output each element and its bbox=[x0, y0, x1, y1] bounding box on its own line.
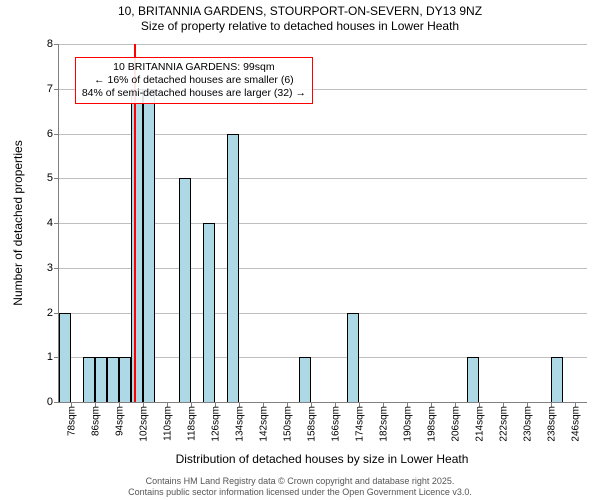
bar bbox=[83, 357, 95, 402]
y-axis-label: Number of detached properties bbox=[11, 140, 25, 305]
annotation-line3: 84% of semi-detached houses are larger (… bbox=[82, 87, 306, 100]
xtick-label: 238sqm bbox=[545, 406, 558, 442]
ytick-label: 6 bbox=[47, 128, 59, 140]
xtick-label: 86sqm bbox=[89, 406, 102, 436]
xtick-label: 174sqm bbox=[353, 406, 366, 442]
xtick-label: 134sqm bbox=[233, 406, 246, 442]
xtick-label: 246sqm bbox=[569, 406, 582, 442]
bar bbox=[131, 89, 143, 402]
ytick-label: 3 bbox=[47, 262, 59, 274]
plot-area: 01234567878sqm86sqm94sqm102sqm110sqm118s… bbox=[58, 44, 587, 403]
xtick-label: 158sqm bbox=[305, 406, 318, 442]
bar bbox=[203, 223, 215, 402]
ytick-label: 0 bbox=[47, 396, 59, 408]
ytick-label: 7 bbox=[47, 83, 59, 95]
title-line1: 10, BRITANNIA GARDENS, STOURPORT-ON-SEVE… bbox=[0, 4, 600, 19]
attribution-line2: Contains public sector information licen… bbox=[0, 487, 600, 498]
bar bbox=[299, 357, 311, 402]
attribution: Contains HM Land Registry data © Crown c… bbox=[0, 476, 600, 499]
xtick-label: 142sqm bbox=[257, 406, 270, 442]
gridline bbox=[59, 44, 587, 45]
ytick-label: 8 bbox=[47, 38, 59, 50]
xtick-label: 206sqm bbox=[449, 406, 462, 442]
attribution-line1: Contains HM Land Registry data © Crown c… bbox=[0, 476, 600, 487]
annotation-line1: 10 BRITANNIA GARDENS: 99sqm bbox=[82, 61, 306, 74]
xtick-label: 166sqm bbox=[329, 406, 342, 442]
bar bbox=[119, 357, 131, 402]
bar bbox=[143, 89, 155, 402]
xtick-label: 110sqm bbox=[161, 406, 174, 441]
ytick-label: 2 bbox=[47, 307, 59, 319]
figure: 10, BRITANNIA GARDENS, STOURPORT-ON-SEVE… bbox=[0, 0, 600, 500]
bar bbox=[467, 357, 479, 402]
xtick-label: 214sqm bbox=[473, 406, 486, 442]
title-line2: Size of property relative to detached ho… bbox=[0, 19, 600, 34]
xtick-label: 222sqm bbox=[497, 406, 510, 442]
ytick-label: 1 bbox=[47, 351, 59, 363]
bar bbox=[107, 357, 119, 402]
gridline bbox=[59, 402, 587, 403]
xtick-label: 126sqm bbox=[209, 406, 222, 442]
xtick-label: 182sqm bbox=[377, 406, 390, 442]
xtick-label: 150sqm bbox=[281, 406, 294, 442]
xtick-label: 78sqm bbox=[65, 406, 78, 436]
ytick-label: 5 bbox=[47, 172, 59, 184]
chart-title: 10, BRITANNIA GARDENS, STOURPORT-ON-SEVE… bbox=[0, 4, 600, 34]
bar bbox=[347, 313, 359, 403]
x-axis-label: Distribution of detached houses by size … bbox=[176, 452, 469, 466]
xtick-label: 118sqm bbox=[185, 406, 198, 441]
xtick-label: 198sqm bbox=[425, 406, 438, 442]
xtick-label: 230sqm bbox=[521, 406, 534, 442]
bar bbox=[95, 357, 107, 402]
ytick-label: 4 bbox=[47, 217, 59, 229]
annotation-box: 10 BRITANNIA GARDENS: 99sqm← 16% of deta… bbox=[75, 57, 313, 104]
bar bbox=[227, 134, 239, 403]
xtick-label: 190sqm bbox=[401, 406, 414, 442]
xtick-label: 94sqm bbox=[113, 406, 126, 436]
bar bbox=[551, 357, 563, 402]
bar bbox=[59, 313, 71, 403]
bar bbox=[179, 178, 191, 402]
xtick-label: 102sqm bbox=[137, 406, 150, 442]
annotation-line2: ← 16% of detached houses are smaller (6) bbox=[82, 74, 306, 87]
